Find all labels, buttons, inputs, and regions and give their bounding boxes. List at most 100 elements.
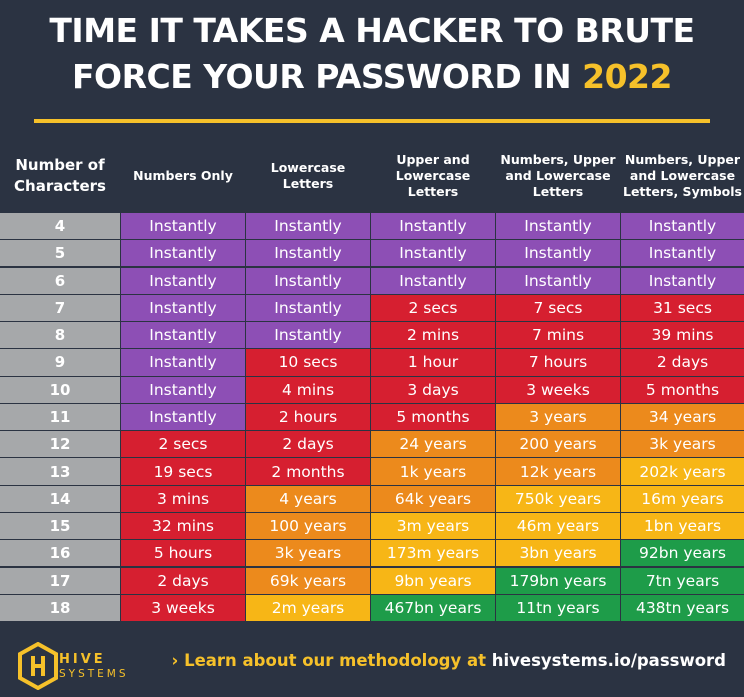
table-cell: 10 secs <box>246 349 370 376</box>
row-char-count: 13 <box>0 458 120 485</box>
table-cell: 2 months <box>246 458 370 485</box>
table-cell: 2 secs <box>121 431 245 458</box>
table-cell: 3bn years <box>496 540 620 567</box>
table-cell: 3 weeks <box>496 376 620 403</box>
header-numbers-upper-lowercase: Numbers, Upper and Lowercase Letters <box>500 152 616 199</box>
table-cell: Instantly <box>496 267 620 294</box>
table-cell: 1k years <box>371 458 495 485</box>
table-cell: 4 mins <box>246 376 370 403</box>
table-cell: 7 mins <box>496 322 620 349</box>
row-char-count: 9 <box>0 349 120 376</box>
row-char-count: 14 <box>0 485 120 512</box>
table-cell: 2 mins <box>371 322 495 349</box>
row-char-count: 5 <box>0 240 120 267</box>
table-cell: 3m years <box>371 512 495 540</box>
header-lowercase-letters: Lowercase Letters <box>270 160 346 191</box>
table-cell: 100 years <box>246 512 370 540</box>
table-cell: 202k years <box>621 458 744 485</box>
table-cell: 7 secs <box>496 294 620 321</box>
table-cell: Instantly <box>121 294 245 321</box>
header-upper-lowercase-letters: Upper and Lowercase Letters <box>395 152 471 199</box>
title-line-1: TIME IT TAKES A HACKER TO BRUTE <box>49 11 695 50</box>
table-cell: 200 years <box>496 431 620 458</box>
table-cell: 64k years <box>371 485 495 512</box>
table-cell: Instantly <box>621 267 744 294</box>
brand-subname: SYSTEMS <box>59 668 129 680</box>
title-divider <box>34 119 710 123</box>
table-cell: Instantly <box>121 349 245 376</box>
table-cell: Instantly <box>246 240 370 267</box>
table-cell: 2 days <box>121 567 245 594</box>
table-cell: 3 days <box>371 376 495 403</box>
row-char-count: 11 <box>0 403 120 431</box>
table-cell: 173m years <box>371 540 495 567</box>
header-numbers-only: Numbers Only <box>133 168 233 183</box>
table-cell: 24 years <box>371 431 495 458</box>
table-cell: Instantly <box>121 376 245 403</box>
title-line-2-text: FORCE YOUR PASSWORD IN <box>72 57 572 96</box>
table-cell: 3 weeks <box>121 594 245 621</box>
table-cell: 7 hours <box>496 349 620 376</box>
table-cell: 179bn years <box>496 567 620 594</box>
table-cell: 1 hour <box>371 349 495 376</box>
table-cell: 7tn years <box>621 567 744 594</box>
row-char-count: 12 <box>0 431 120 458</box>
table-cell: 2 hours <box>246 403 370 431</box>
table-cell: Instantly <box>121 240 245 267</box>
table-cell: 3 years <box>496 403 620 431</box>
row-char-count: 15 <box>0 512 120 540</box>
row-char-count: 7 <box>0 294 120 321</box>
title-year: 2022 <box>582 57 672 96</box>
table-cell: 16m years <box>621 485 744 512</box>
table-cell: 750k years <box>496 485 620 512</box>
page-title: TIME IT TAKES A HACKER TO BRUTE FORCE YO… <box>0 8 744 100</box>
table-cell: 9bn years <box>371 567 495 594</box>
methodology-link-lead: Learn about our methodology at <box>184 651 486 670</box>
table-cell: Instantly <box>371 213 495 240</box>
methodology-link-url[interactable]: hivesystems.io/password <box>491 651 726 670</box>
table-cell: 1bn years <box>621 512 744 540</box>
row-char-count: 18 <box>0 594 120 621</box>
table-cell: 2 secs <box>371 294 495 321</box>
table-cell: Instantly <box>621 213 744 240</box>
table-cell: Instantly <box>121 403 245 431</box>
table-cell: Instantly <box>371 240 495 267</box>
row-char-count: 17 <box>0 567 120 594</box>
table-cell: 5 months <box>621 376 744 403</box>
table-cell: 19 secs <box>121 458 245 485</box>
chevron-right-icon: › <box>171 651 179 670</box>
table-cell: 12k years <box>496 458 620 485</box>
table-cell: 5 hours <box>121 540 245 567</box>
row-char-count: 16 <box>0 540 120 567</box>
table-cell: Instantly <box>246 267 370 294</box>
table-cell: Instantly <box>496 213 620 240</box>
table-cell: Instantly <box>121 267 245 294</box>
row-char-count: 10 <box>0 376 120 403</box>
table-cell: 32 mins <box>121 512 245 540</box>
table-cell: 39 mins <box>621 322 744 349</box>
table-cell: Instantly <box>621 240 744 267</box>
header-numbers-upper-lowercase-symbols: Numbers, Upper and Lowercase Letters, Symb… <box>622 152 742 199</box>
table-cell: Instantly <box>246 322 370 349</box>
table-cell: 467bn years <box>371 594 495 621</box>
table-cell: 438tn years <box>621 594 744 621</box>
table-cell: 69k years <box>246 567 370 594</box>
methodology-link[interactable]: › Learn about our methodology at hivesys… <box>172 651 726 670</box>
table-cell: 3k years <box>246 540 370 567</box>
row-char-count: 6 <box>0 267 120 294</box>
row-char-count: 4 <box>0 213 120 240</box>
table-cell: 92bn years <box>621 540 744 567</box>
table-cell: 31 secs <box>621 294 744 321</box>
table-cell: 5 months <box>371 403 495 431</box>
table-cell: Instantly <box>246 213 370 240</box>
table-cell: Instantly <box>121 213 245 240</box>
hive-systems-logo-icon <box>18 642 58 690</box>
table-cell: 11tn years <box>496 594 620 621</box>
table-cell: 4 years <box>246 485 370 512</box>
table-cell: 3k years <box>621 431 744 458</box>
table-cell: Instantly <box>371 267 495 294</box>
table-cell: 3 mins <box>121 485 245 512</box>
table-cell: 2 days <box>621 349 744 376</box>
table-cell: 34 years <box>621 403 744 431</box>
table-cell: Instantly <box>246 294 370 321</box>
